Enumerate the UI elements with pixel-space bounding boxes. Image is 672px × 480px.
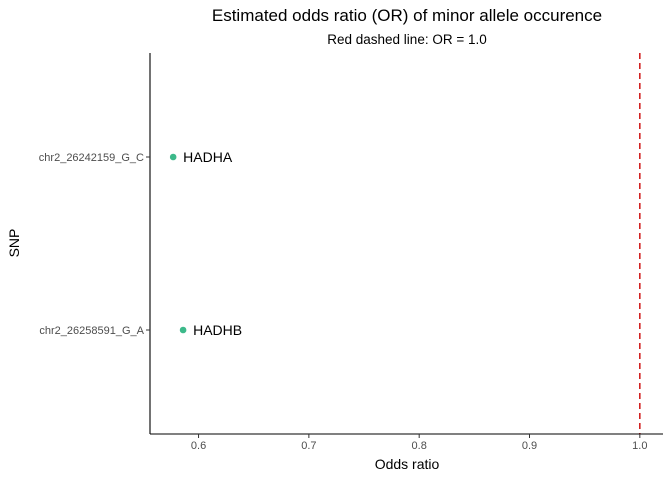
- y-tick-label: chr2_26258591_G_A: [39, 325, 144, 337]
- x-tick-label: 1.0: [632, 440, 647, 452]
- y-axis-ticks: chr2_26242159_G_C chr2_26258591_G_A: [39, 152, 150, 337]
- data-point: [169, 153, 177, 161]
- chart-subtitle: Red dashed line: OR = 1.0: [327, 32, 486, 47]
- x-tick-label: 0.9: [522, 440, 537, 452]
- data-point: [179, 326, 187, 334]
- x-tick-label: 0.6: [191, 440, 206, 452]
- x-tick-label: 0.8: [412, 440, 427, 452]
- x-tick-label: 0.7: [301, 440, 316, 452]
- x-axis-title: Odds ratio: [375, 456, 440, 472]
- y-axis-title: SNP: [6, 229, 22, 258]
- chart-title: Estimated odds ratio (OR) of minor allel…: [212, 6, 602, 25]
- x-axis-ticks: 0.6 0.7 0.8 0.9 1.0: [191, 434, 647, 452]
- point-label: HADHB: [193, 322, 242, 338]
- plot-area: HADHA HADHB: [169, 53, 641, 434]
- point-label: HADHA: [183, 149, 233, 165]
- y-tick-label: chr2_26242159_G_C: [39, 152, 144, 164]
